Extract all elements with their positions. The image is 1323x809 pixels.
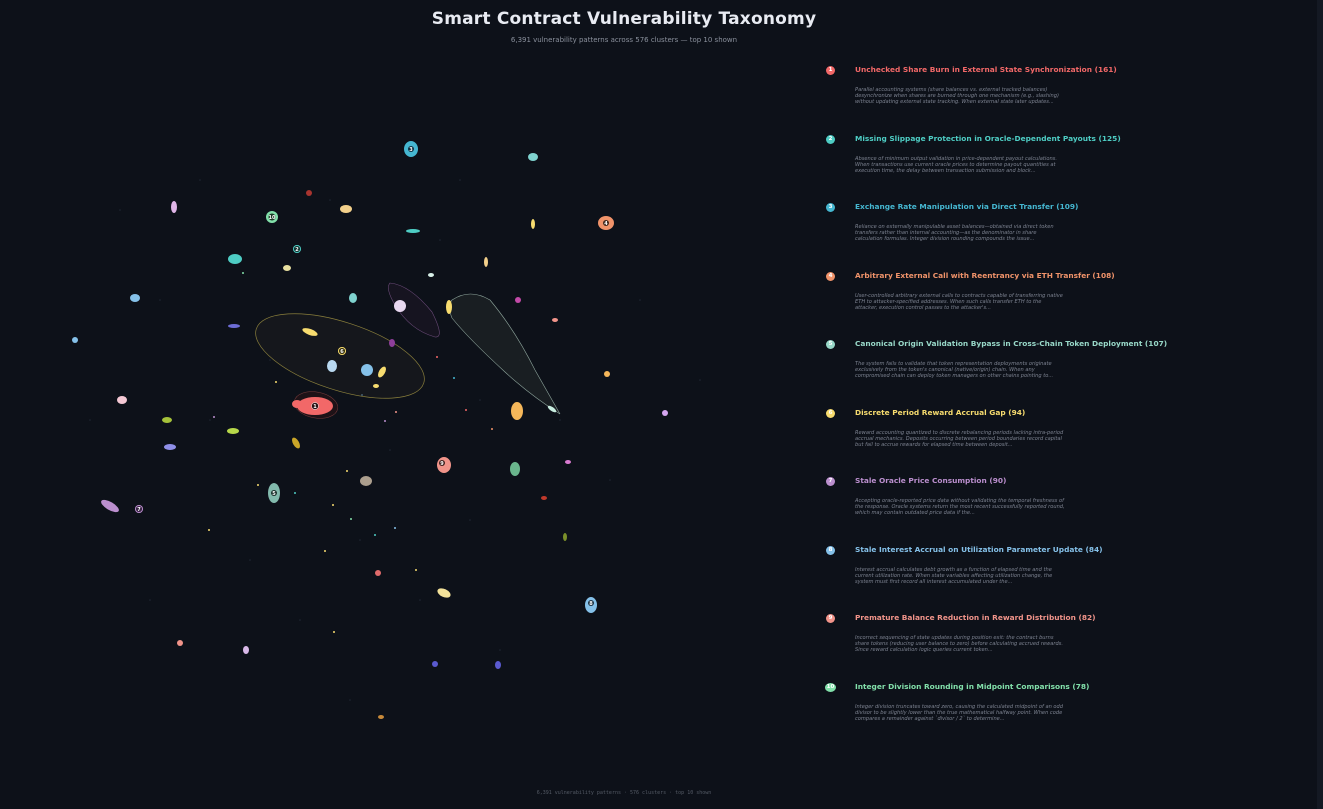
rank-badge: 4	[826, 271, 835, 281]
legend-item-4[interactable]: 4 Arbitrary External Call with Reentranc…	[820, 268, 1300, 328]
right-edge-strip	[1317, 0, 1323, 809]
rank-badge: 6	[826, 408, 835, 418]
rank-badge: 5	[826, 340, 835, 349]
legend-item-description: Reward accounting quantized to discrete …	[855, 429, 1064, 448]
svg-text:6: 6	[340, 349, 344, 355]
rank-badge: 7	[826, 477, 835, 486]
legend-item-title: Integer Division Rounding in Midpoint Co…	[855, 681, 1090, 691]
legend-item-description: Absence of minimum output validation in …	[855, 155, 1057, 174]
page-subtitle: 6,391 vulnerability patterns across 576 …	[510, 36, 738, 44]
page-title: Smart Contract Vulnerability Taxonomy	[431, 9, 817, 29]
svg-text:1: 1	[313, 404, 317, 410]
legend-item-description: Interest accrual calculates debt growth …	[855, 566, 1053, 585]
cluster-hull-7	[388, 282, 440, 338]
rank-badge: 9	[826, 614, 835, 623]
legend-item-title: Missing Slippage Protection in Oracle-De…	[855, 133, 1121, 143]
svg-text:2: 2	[295, 247, 299, 253]
footer-stats: 6,391 vulnerability patterns · 576 clust…	[536, 790, 712, 796]
svg-text:3: 3	[409, 147, 413, 153]
cluster-hull-6	[255, 313, 425, 399]
background-points	[89, 179, 701, 701]
legend-item-5[interactable]: 5 Canonical Origin Validation Bypass in …	[820, 336, 1300, 396]
legend-item-title: Premature Balance Reduction in Reward Di…	[855, 613, 1096, 622]
legend-item-title: Exchange Rate Manipulation via Direct Tr…	[855, 202, 1079, 211]
legend-item-title: Unchecked Share Burn in External State S…	[855, 65, 1117, 74]
legend-item-8[interactable]: 8 Stale Interest Accrual on Utilization …	[820, 542, 1300, 602]
legend-item-description: Accepting oracle-reported price data wit…	[855, 498, 1065, 516]
rank-badge: 2	[826, 134, 835, 144]
legend-item-description: Incorrect sequencing of state updates du…	[855, 635, 1063, 653]
legend-item-3[interactable]: 3 Exchange Rate Manipulation via Direct …	[820, 199, 1300, 259]
legend-item-2[interactable]: 2 Missing Slippage Protection in Oracle-…	[820, 131, 1300, 191]
scatter-canvas: 1 2 3 4 5 6 7 8 9 10	[72, 141, 701, 719]
legend-item-description: User-controlled arbitrary external calls…	[855, 292, 1063, 311]
rank-badge: 10	[825, 682, 836, 692]
legend-item-6[interactable]: 6 Discrete Period Reward Accrual Gap (94…	[820, 405, 1300, 465]
legend-item-title: Stale Interest Accrual on Utilization Pa…	[855, 544, 1103, 554]
rank-markers: 1 2 3 4 5 6 7 8 9 10	[135, 146, 609, 607]
rank-badge: 3	[826, 203, 835, 212]
svg-text:10: 10	[269, 215, 276, 221]
legend-item-description: Parallel accounting systems (share balan…	[855, 87, 1059, 105]
legend-item-description: Integer division truncates toward zero, …	[855, 703, 1063, 722]
scatter-plot[interactable]: 1 2 3 4 5 6 7 8 9 10	[0, 50, 800, 790]
svg-text:4: 4	[604, 221, 608, 227]
cluster-blobs	[72, 141, 668, 719]
legend-item-9[interactable]: 9 Premature Balance Reduction in Reward …	[820, 610, 1300, 670]
cluster-hull-5b	[449, 293, 561, 415]
svg-text:5: 5	[272, 491, 276, 497]
legend-item-7[interactable]: 7 Stale Oracle Price Consumption (90) Ac…	[820, 473, 1300, 533]
rank-badge: 1	[826, 66, 835, 75]
legend-item-title: Stale Oracle Price Consumption (90)	[855, 476, 1007, 485]
legend-item-title: Discrete Period Reward Accrual Gap (94)	[855, 407, 1026, 417]
legend-item-1[interactable]: 1 Unchecked Share Burn in External State…	[820, 62, 1300, 122]
svg-text:9: 9	[440, 461, 444, 467]
svg-text:7: 7	[137, 507, 141, 513]
legend-item-title: Arbitrary External Call with Reentrancy …	[855, 270, 1115, 280]
legend-item-description: Reliance on externally manipulable asset…	[855, 224, 1054, 242]
rank-badge: 8	[826, 545, 835, 555]
svg-text:8: 8	[589, 601, 593, 607]
legend-item-title: Canonical Origin Validation Bypass in Cr…	[855, 339, 1168, 348]
legend-item-description: The system fails to validate that token …	[855, 361, 1054, 379]
legend-item-10[interactable]: 10 Integer Division Rounding in Midpoint…	[820, 679, 1300, 739]
